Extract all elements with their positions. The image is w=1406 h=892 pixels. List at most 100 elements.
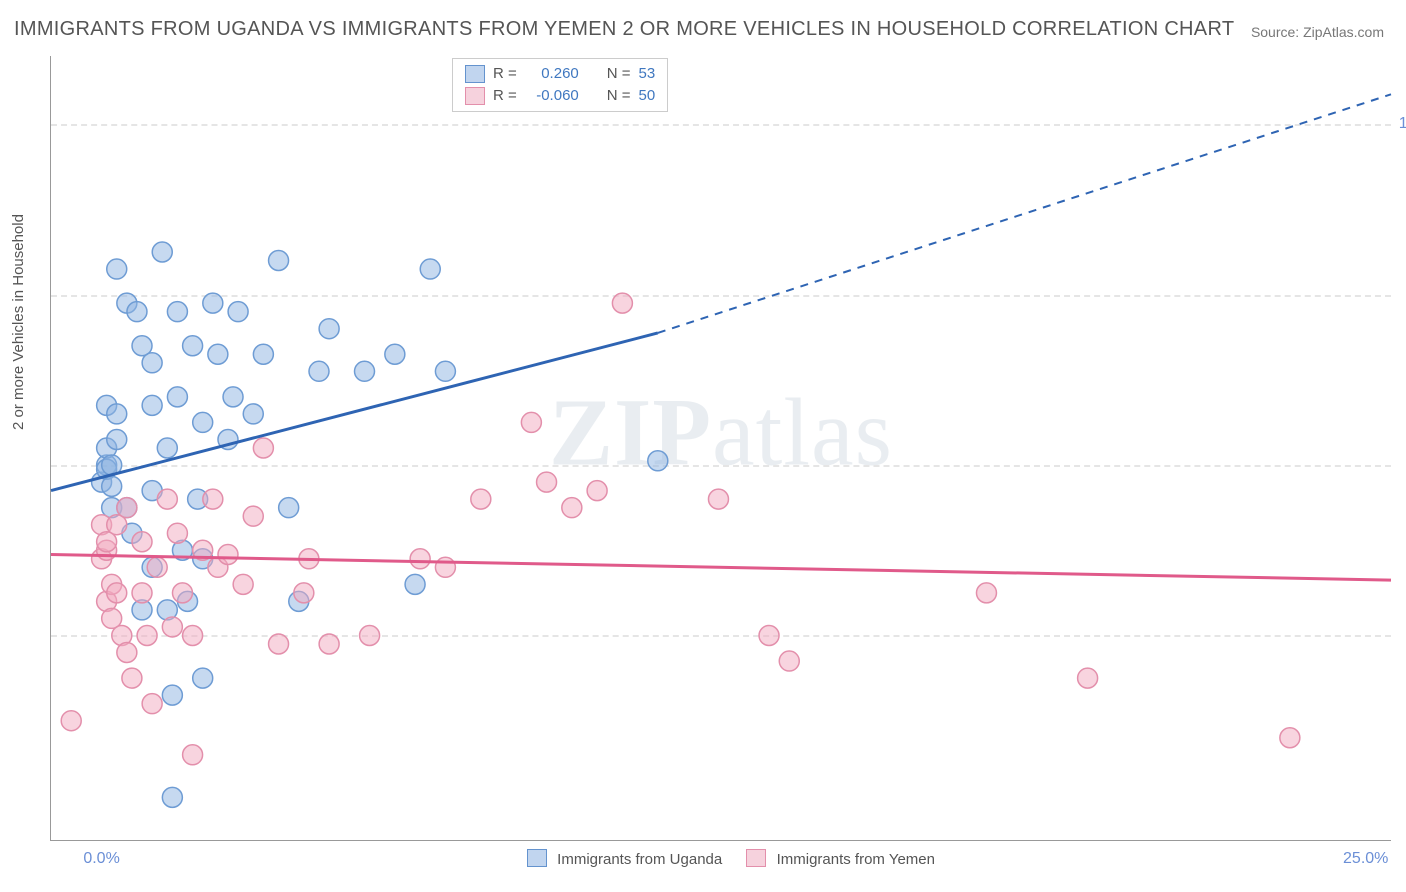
data-point bbox=[355, 361, 375, 381]
source-label: Source: ZipAtlas.com bbox=[1251, 24, 1384, 40]
data-point bbox=[360, 625, 380, 645]
data-point bbox=[107, 259, 127, 279]
data-point bbox=[648, 451, 668, 471]
data-point bbox=[243, 404, 263, 424]
data-point bbox=[420, 259, 440, 279]
data-point bbox=[127, 302, 147, 322]
stats-row-yemen: R = -0.060 N = 50 bbox=[465, 85, 655, 107]
r-value-uganda: 0.260 bbox=[525, 63, 579, 85]
data-point bbox=[162, 685, 182, 705]
r-value-yemen: -0.060 bbox=[525, 85, 579, 107]
data-point bbox=[228, 302, 248, 322]
data-point bbox=[107, 583, 127, 603]
data-point bbox=[193, 412, 213, 432]
trend-line bbox=[51, 555, 1391, 581]
data-point bbox=[107, 429, 127, 449]
data-point bbox=[562, 498, 582, 518]
data-point bbox=[132, 583, 152, 603]
data-point bbox=[309, 361, 329, 381]
data-point bbox=[587, 481, 607, 501]
swatch-uganda-icon bbox=[527, 849, 547, 867]
data-point bbox=[117, 498, 137, 518]
data-point bbox=[269, 251, 289, 271]
r-label: R = bbox=[493, 63, 517, 85]
data-point bbox=[612, 293, 632, 313]
data-point bbox=[537, 472, 557, 492]
data-point bbox=[521, 412, 541, 432]
data-point bbox=[162, 617, 182, 637]
data-point bbox=[233, 574, 253, 594]
data-point bbox=[203, 293, 223, 313]
data-point bbox=[319, 319, 339, 339]
data-point bbox=[269, 634, 289, 654]
data-point bbox=[279, 498, 299, 518]
data-point bbox=[223, 387, 243, 407]
scatter-svg bbox=[51, 56, 1391, 840]
data-point bbox=[243, 506, 263, 526]
swatch-uganda-icon bbox=[465, 65, 485, 83]
ytick-label: 60.0% bbox=[1395, 456, 1406, 474]
data-point bbox=[253, 438, 273, 458]
stats-legend: R = 0.260 N = 53 R = -0.060 N = 50 bbox=[452, 58, 668, 112]
data-point bbox=[435, 361, 455, 381]
data-point bbox=[142, 395, 162, 415]
r-label: R = bbox=[493, 85, 517, 107]
data-point bbox=[102, 476, 122, 496]
data-point bbox=[385, 344, 405, 364]
n-label: N = bbox=[607, 85, 631, 107]
ytick-label: 80.0% bbox=[1395, 286, 1406, 304]
data-point bbox=[132, 532, 152, 552]
trend-line bbox=[51, 333, 658, 491]
data-point bbox=[172, 583, 192, 603]
data-point bbox=[152, 242, 172, 262]
data-point bbox=[157, 438, 177, 458]
data-point bbox=[410, 549, 430, 569]
data-point bbox=[1280, 728, 1300, 748]
data-point bbox=[253, 344, 273, 364]
n-value-yemen: 50 bbox=[639, 85, 656, 107]
data-point bbox=[157, 489, 177, 509]
data-point bbox=[183, 745, 203, 765]
xtick-label: 25.0% bbox=[1343, 850, 1388, 868]
data-point bbox=[203, 489, 223, 509]
data-point bbox=[218, 545, 238, 565]
data-point bbox=[471, 489, 491, 509]
data-point bbox=[117, 643, 137, 663]
plot-area: ZIPatlas 40.0%60.0%80.0%100.0% R = 0.260… bbox=[50, 56, 1391, 841]
data-point bbox=[319, 634, 339, 654]
data-point bbox=[435, 557, 455, 577]
data-point bbox=[779, 651, 799, 671]
data-point bbox=[183, 336, 203, 356]
data-point bbox=[294, 583, 314, 603]
ytick-label: 100.0% bbox=[1395, 115, 1406, 133]
data-point bbox=[167, 523, 187, 543]
data-point bbox=[183, 625, 203, 645]
series-legend: Immigrants from Uganda Immigrants from Y… bbox=[51, 849, 1391, 868]
trend-line-extrapolated bbox=[658, 94, 1391, 333]
data-point bbox=[107, 404, 127, 424]
data-point bbox=[122, 668, 142, 688]
data-point bbox=[162, 787, 182, 807]
data-point bbox=[61, 711, 81, 731]
y-axis-title: 2 or more Vehicles in Household bbox=[10, 214, 27, 430]
data-point bbox=[142, 353, 162, 373]
data-point bbox=[1078, 668, 1098, 688]
stats-row-uganda: R = 0.260 N = 53 bbox=[465, 63, 655, 85]
xtick-label: 0.0% bbox=[83, 850, 119, 868]
data-point bbox=[167, 387, 187, 407]
ytick-label: 40.0% bbox=[1395, 626, 1406, 644]
data-point bbox=[405, 574, 425, 594]
data-point bbox=[193, 668, 213, 688]
legend-label-yemen: Immigrants from Yemen bbox=[777, 851, 935, 868]
n-value-uganda: 53 bbox=[639, 63, 656, 85]
data-point bbox=[137, 625, 157, 645]
data-point bbox=[976, 583, 996, 603]
data-point bbox=[147, 557, 167, 577]
swatch-yemen-icon bbox=[746, 849, 766, 867]
data-point bbox=[708, 489, 728, 509]
chart-title: IMMIGRANTS FROM UGANDA VS IMMIGRANTS FRO… bbox=[14, 18, 1234, 41]
legend-label-uganda: Immigrants from Uganda bbox=[557, 851, 722, 868]
data-point bbox=[208, 344, 228, 364]
n-label: N = bbox=[607, 63, 631, 85]
data-point bbox=[167, 302, 187, 322]
